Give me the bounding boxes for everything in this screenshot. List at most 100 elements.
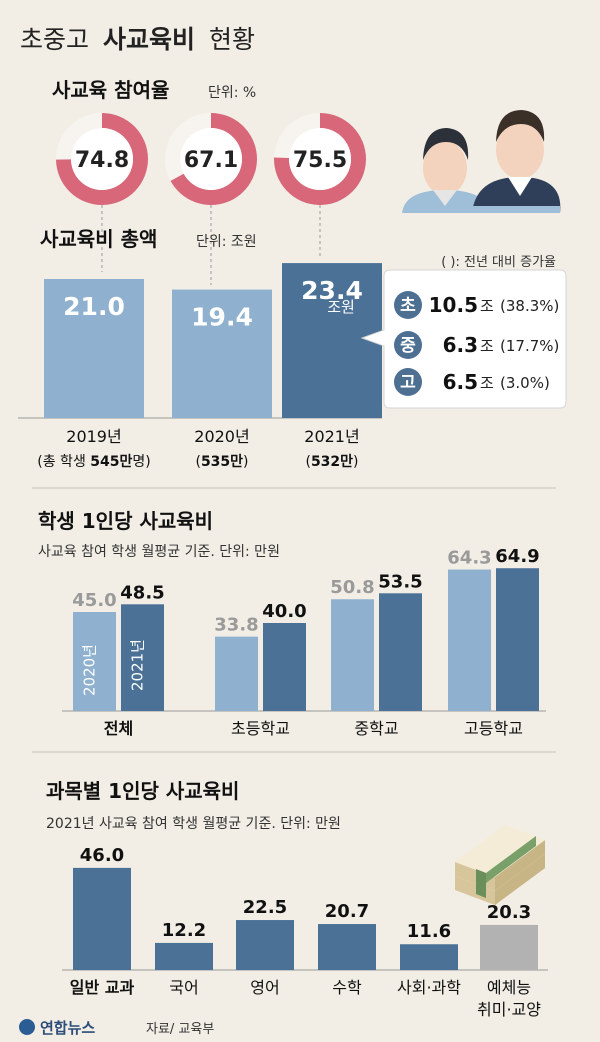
participation-unit: 단위: %: [208, 85, 256, 101]
per-student-category: 중학교: [354, 719, 398, 738]
total-bar-unit: 조원: [327, 298, 355, 316]
per-student-series-labels: 2020년 2021년: [81, 639, 147, 696]
students-prefix: (총 학생: [37, 454, 90, 470]
breakdown-badge-label: 초: [400, 296, 416, 316]
logo-text: 연합뉴스: [40, 1019, 95, 1037]
per-student-series-label: 2021년: [129, 639, 147, 691]
subject-value: 46.0: [80, 845, 124, 866]
subject-category: 수학: [332, 978, 362, 997]
money-stack-illustration: [455, 825, 545, 905]
total-bar-value: 19.4: [191, 303, 253, 332]
total-x-students: (535만): [195, 454, 248, 470]
per-student-bar: [379, 593, 422, 711]
per-student-category: 초등학교: [231, 719, 290, 738]
breakdown-badge: [394, 291, 422, 319]
subject-bars: 46.0 일반 교과 12.2 국어 22.5 영어 20.7 수학 11.6 사회·과학 20.3…: [70, 845, 541, 1019]
students-suffix: ): [353, 454, 358, 470]
per-student-value: 45.0: [72, 590, 116, 611]
subject-bar: [400, 944, 458, 970]
per-student-series-label: 2020년: [81, 644, 99, 696]
breakdown-badge-label: 고: [400, 373, 416, 393]
per-student-bar: [215, 636, 258, 711]
total-x-students: (총 학생 545만명): [37, 454, 150, 470]
donut-slice: [274, 113, 367, 206]
breakdown-unit: 조: [480, 374, 494, 392]
per-student-value: 64.3: [447, 548, 491, 569]
subject-subtitle: 2021년 사교육 참여 학생 월평균 기준. 단위: 만원: [46, 816, 341, 832]
subject-value: 20.3: [487, 902, 531, 923]
breakdown-unit: 조: [480, 297, 494, 315]
donut-hole: [289, 128, 351, 190]
per-student-value: 64.9: [495, 546, 539, 567]
breakdown-value: 10.5: [429, 293, 478, 317]
subject-bar: [480, 924, 538, 970]
subject-value: 11.6: [407, 921, 451, 942]
subject-category: 일반 교과: [70, 978, 135, 997]
yonhap-logo-icon: [19, 1019, 35, 1035]
total-bar-value: 23.4: [301, 276, 363, 305]
per-student-subtitle: 사교육 참여 학생 월평균 기준. 단위: 만원: [38, 544, 280, 560]
total-x-students: (532만): [305, 454, 358, 470]
subject-category: 국어: [169, 978, 198, 997]
students-count: 545만: [90, 454, 132, 470]
per-student-value: 48.5: [120, 582, 164, 603]
donut-hole: [180, 128, 242, 190]
per-student-bar: [331, 599, 374, 711]
participation-donuts: 74.8 67.1 75.5: [56, 113, 367, 206]
subject-value: 20.7: [325, 901, 369, 922]
total-unit: 단위: 조원: [196, 234, 257, 250]
students-prefix: (: [305, 454, 310, 470]
total-legend-note: ( ): 전년 대비 증가율: [441, 255, 556, 270]
subject-bar: [236, 920, 294, 970]
total-bar: [44, 278, 144, 418]
per-student-value: 40.0: [262, 601, 306, 622]
per-student-category: 전체: [104, 719, 133, 738]
per-student-bar: [73, 612, 116, 711]
subject-bar: [73, 867, 131, 970]
title-part-1: 초중고: [20, 25, 89, 54]
total-x-year: 2020년: [194, 427, 249, 446]
per-student-bar: [263, 623, 306, 711]
per-student-title: 학생 1인당 사교육비: [38, 509, 213, 533]
per-student-bar: [121, 604, 164, 711]
title-part-2: 현황: [209, 25, 255, 54]
breakdown-list: 초 10.5 조 (38.3%)중 6.3 조 (17.7%)고 6.5 조 (3.0%): [394, 291, 559, 396]
per-student-value: 50.8: [330, 577, 374, 598]
students-illustration: [402, 110, 561, 213]
breakdown-badge-label: 중: [400, 336, 416, 356]
subject-category: 사회·과학: [397, 978, 461, 997]
breakdown-pct: (38.3%): [500, 297, 559, 315]
per-student-category: 고등학교: [464, 719, 523, 738]
subject-value: 22.5: [243, 897, 287, 918]
source-text: 자료/ 교육부: [146, 1022, 214, 1037]
per-student-value: 53.5: [378, 571, 422, 592]
total-bar: [282, 263, 382, 418]
breakdown-pct: (17.7%): [500, 337, 559, 355]
subject-title: 과목별 1인당 사교육비: [46, 779, 239, 803]
students-count: 535만: [201, 454, 243, 470]
per-student-bars: 45.0 48.5 전체 33.840.0 초등학교 50.8 53.5 중학교 64.3 64.…: [72, 546, 539, 738]
donut-value: 67.1: [184, 148, 238, 173]
subject-category: 영어: [250, 978, 279, 997]
subject-bar: [155, 942, 213, 970]
subject-value: 12.2: [162, 920, 206, 941]
total-x-labels: 2019년 (총 학생 545만명) 2020년 (535만) 2021년 (532만): [37, 427, 359, 470]
students-count: 532만: [311, 454, 353, 470]
students-prefix: (: [195, 454, 200, 470]
breakdown-value: 6.3: [443, 333, 478, 357]
total-x-year: 2021년: [304, 427, 359, 446]
breakdown-pct: (3.0%): [500, 374, 550, 392]
total-title: 사교육비 총액: [40, 227, 157, 251]
donut-value: 74.8: [75, 148, 129, 173]
subject-category: 예체능: [487, 978, 531, 997]
donut-slice: [170, 113, 257, 205]
breakdown-value: 6.5: [443, 370, 478, 394]
donut-hole: [71, 128, 133, 190]
donut-value: 75.5: [293, 148, 347, 173]
students-suffix: ): [243, 454, 248, 470]
page-title: 초중고 사교육비 현황: [20, 25, 255, 54]
subject-category: 취미·교양: [477, 1000, 541, 1019]
title-bold: 사교육비: [103, 25, 195, 54]
breakdown-badge: [394, 368, 422, 396]
